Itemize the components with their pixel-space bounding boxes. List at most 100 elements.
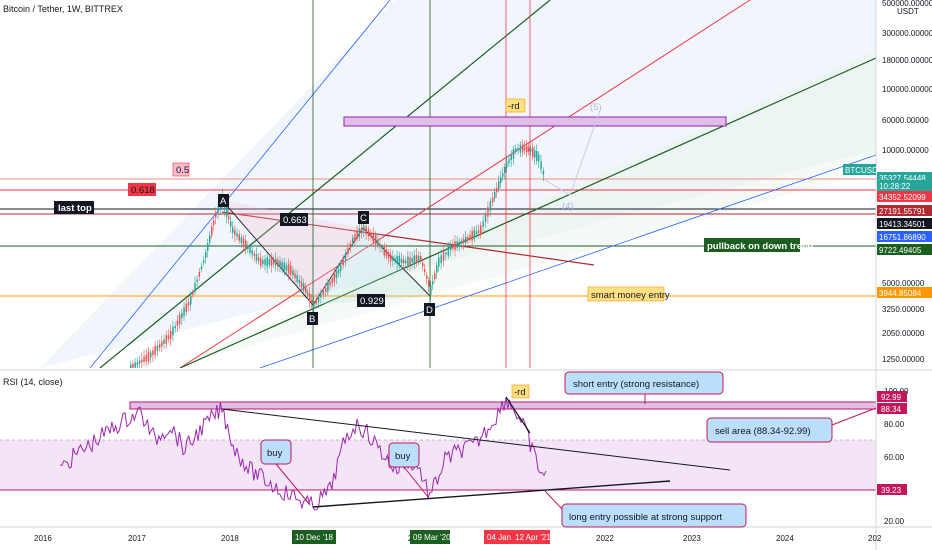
price-axis-label: 500000.00000 bbox=[882, 0, 932, 8]
candle-body bbox=[447, 245, 450, 256]
annotation-fib-5[interactable]: 0.5 bbox=[172, 162, 190, 177]
candle-body bbox=[309, 293, 311, 302]
harmonic-fill-2 bbox=[313, 228, 430, 305]
time-tag-label: 12 Apr '21 bbox=[515, 533, 551, 542]
candle-body bbox=[365, 226, 367, 235]
rsi-line bbox=[59, 397, 547, 511]
candle-body bbox=[494, 191, 496, 199]
price-tag-label: 9722.49405 bbox=[879, 246, 922, 255]
candle-body bbox=[344, 253, 347, 261]
candle-body bbox=[381, 246, 383, 249]
time-axis-label: 2023 bbox=[683, 534, 701, 543]
candle-body bbox=[405, 260, 407, 264]
candle-body bbox=[130, 364, 132, 368]
time-tags: 10 Dec '18 09 Mar '20 04 Jan 12 Apr '21 bbox=[292, 530, 551, 544]
candle-body bbox=[528, 147, 530, 152]
price-tag-label: 3944.85084 bbox=[879, 289, 922, 298]
candle-body bbox=[234, 230, 236, 235]
annotation-smart-money[interactable]: smart money entry bbox=[587, 286, 670, 302]
candle-body bbox=[165, 335, 168, 344]
annotation-rd-price[interactable]: -rd bbox=[505, 98, 526, 113]
annotation-pt-b[interactable]: B bbox=[307, 312, 318, 325]
candle-body bbox=[417, 255, 420, 262]
candle-body bbox=[450, 245, 452, 251]
callout-long-entry[interactable]: long entry possible at strong support bbox=[544, 490, 747, 528]
candle-body bbox=[360, 227, 363, 233]
price-tag: 3944.85084 bbox=[877, 287, 932, 298]
annotation-pt-d[interactable]: D bbox=[424, 303, 435, 316]
candle-body bbox=[264, 259, 266, 265]
last-top-label: last top bbox=[58, 203, 92, 214]
annotation-pullback[interactable]: pullback on down trend bbox=[704, 238, 814, 252]
time-axis-label: 202 bbox=[868, 534, 882, 543]
callout-buy-2[interactable]: buy bbox=[388, 442, 429, 498]
candle-body bbox=[415, 254, 418, 264]
candle-body bbox=[207, 243, 209, 251]
candle-body bbox=[436, 265, 438, 273]
candle-body bbox=[396, 255, 398, 264]
wave-5-label: (5) bbox=[590, 102, 602, 113]
annotation-ratio-929[interactable]: 0.929 bbox=[357, 294, 385, 307]
candle-body bbox=[174, 326, 176, 329]
price-pane[interactable] bbox=[0, 0, 876, 550]
candle-body bbox=[534, 150, 536, 158]
candle-body bbox=[482, 221, 484, 227]
fan-line-blue-upper bbox=[89, 0, 391, 368]
candle-body bbox=[172, 326, 174, 336]
candle-body bbox=[245, 240, 247, 250]
candle-body bbox=[294, 273, 296, 279]
candle-body bbox=[329, 282, 331, 286]
price-tag-bg bbox=[877, 244, 932, 255]
candle-body bbox=[542, 170, 545, 175]
candle-body bbox=[290, 265, 292, 275]
price-tag-label: 35327.54448 bbox=[879, 174, 926, 183]
chart-title: Bitcoin / Tether, 1W, BITTREX bbox=[3, 4, 123, 14]
callout-short-entry[interactable]: short entry (strong resistance) bbox=[564, 371, 724, 404]
rsi-tag-label: 88.34 bbox=[881, 405, 902, 414]
callout-buy-1[interactable]: buy bbox=[260, 439, 311, 506]
resistance-box[interactable] bbox=[343, 116, 727, 127]
price-tag-bg bbox=[877, 205, 932, 216]
price-axis[interactable]: 500000.00000 300000.00000 180000.00000 1000… bbox=[882, 0, 932, 364]
buy-2-label: buy bbox=[395, 451, 411, 462]
candle-body bbox=[430, 285, 432, 295]
annotation-fib-618[interactable]: 0.618 bbox=[128, 183, 156, 196]
candle-body bbox=[176, 320, 179, 326]
candle-body bbox=[230, 221, 232, 227]
annotation-pt-a[interactable]: A bbox=[218, 194, 229, 207]
rsi-tag: 92.99 bbox=[877, 391, 907, 402]
candle-body bbox=[340, 265, 342, 271]
price-tag-label: 10:28:22 bbox=[879, 182, 911, 191]
candle-body bbox=[320, 294, 322, 298]
price-tag: 10:28:22 bbox=[877, 180, 932, 191]
ratio-929-label: 0.929 bbox=[360, 296, 384, 307]
time-tag-bg bbox=[512, 530, 550, 544]
candle-body bbox=[538, 154, 540, 162]
callout-sell-area[interactable]: sell area (88.34-92.99) bbox=[706, 407, 877, 443]
candle-body bbox=[163, 339, 165, 344]
candle-body bbox=[517, 148, 519, 151]
candle-body bbox=[465, 236, 467, 244]
price-tag-bg bbox=[877, 287, 932, 298]
candle-body bbox=[536, 151, 538, 161]
annotation-pt-c[interactable]: C bbox=[358, 211, 369, 224]
rsi-div-line bbox=[505, 396, 531, 434]
candle-body bbox=[532, 147, 534, 157]
candle-body bbox=[134, 362, 136, 368]
price-axis-label: 1250.00000 bbox=[882, 355, 925, 364]
candle-body bbox=[307, 292, 309, 296]
time-axis[interactable]: 201620172018201920202021202220232024202 bbox=[34, 534, 882, 543]
annotation-rd-rsi[interactable]: -rd bbox=[511, 384, 530, 399]
candle-body bbox=[400, 258, 403, 264]
candle-body bbox=[178, 314, 181, 325]
candle-body bbox=[257, 257, 260, 262]
candle-body bbox=[515, 148, 517, 152]
annotation-ratio-663[interactable]: 0.663 bbox=[280, 213, 308, 226]
annotation-last-top[interactable]: last top bbox=[54, 201, 94, 214]
rsi-tag-label: 39.23 bbox=[881, 486, 902, 495]
candle-body bbox=[390, 254, 392, 262]
candle-body bbox=[456, 241, 458, 248]
rsi-pane[interactable] bbox=[0, 396, 876, 511]
fan-line-green-upper bbox=[99, 0, 551, 368]
